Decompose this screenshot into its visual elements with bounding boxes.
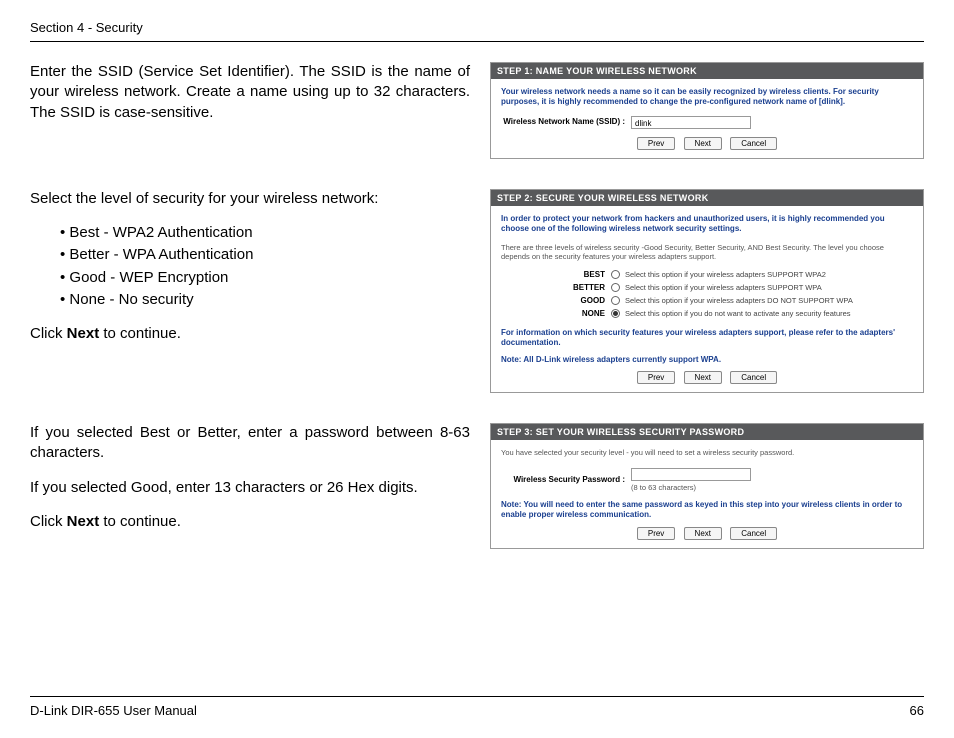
ssid-instruction: Enter the SSID (Service Set Identifier).… [30, 62, 470, 123]
option-none-desc: Select this option if you do not want to… [625, 309, 913, 318]
next-button[interactable]: Next [684, 137, 722, 150]
step3-title: STEP 3: SET YOUR WIRELESS SECURITY PASSW… [491, 424, 923, 440]
click-next-text: Click Next to continue. [30, 324, 470, 344]
step2-footer2: Note: All D-Link wireless adapters curre… [501, 355, 913, 365]
option-none-label: NONE [561, 309, 611, 318]
password-label: Wireless Security Password : [501, 476, 631, 485]
option-best-label: BEST [561, 270, 611, 279]
block-1: Enter the SSID (Service Set Identifier).… [30, 62, 924, 159]
security-options: BEST Select this option if your wireless… [561, 270, 913, 318]
step2-intro2: There are three levels of wireless secur… [501, 243, 913, 263]
next-button[interactable]: Next [684, 527, 722, 540]
list-item: Best - WPA2 Authentication [60, 223, 470, 243]
option-good-label: GOOD [561, 296, 611, 305]
list-item: Better - WPA Authentication [60, 245, 470, 265]
step2-intro1: In order to protect your network from ha… [501, 214, 913, 235]
option-good-desc: Select this option if your wireless adap… [625, 296, 913, 305]
step3-panel: STEP 3: SET YOUR WIRELESS SECURITY PASSW… [490, 423, 924, 549]
password-input[interactable] [631, 468, 751, 481]
prev-button[interactable]: Prev [637, 527, 675, 540]
section-header: Section 4 - Security [30, 20, 924, 42]
step2-footer1: For information on which security featur… [501, 328, 913, 349]
ssid-input[interactable]: dlink [631, 116, 751, 129]
option-better-radio[interactable] [611, 283, 620, 292]
cancel-button[interactable]: Cancel [730, 527, 777, 540]
block-3: If you selected Best or Better, enter a … [30, 423, 924, 549]
step1-intro: Your wireless network needs a name so it… [501, 87, 913, 108]
footer-page-number: 66 [910, 703, 924, 718]
password-hint: (8 to 63 characters) [631, 483, 751, 492]
step1-title: STEP 1: NAME YOUR WIRELESS NETWORK [491, 63, 923, 79]
password-instruction1: If you selected Best or Better, enter a … [30, 423, 470, 464]
footer-left: D-Link DIR-655 User Manual [30, 703, 197, 718]
click-next-text: Click Next to continue. [30, 512, 470, 532]
security-levels-list: Best - WPA2 Authentication Better - WPA … [60, 223, 470, 310]
step3-intro: You have selected your security level - … [501, 448, 913, 458]
page-footer: D-Link DIR-655 User Manual 66 [30, 696, 924, 718]
cancel-button[interactable]: Cancel [730, 137, 777, 150]
ssid-label: Wireless Network Name (SSID) : [501, 118, 631, 127]
security-instruction: Select the level of security for your wi… [30, 189, 470, 209]
prev-button[interactable]: Prev [637, 371, 675, 384]
list-item: None - No security [60, 290, 470, 310]
next-button[interactable]: Next [684, 371, 722, 384]
option-none-radio[interactable] [611, 309, 620, 318]
block-2: Select the level of security for your wi… [30, 189, 924, 393]
step1-panel: STEP 1: NAME YOUR WIRELESS NETWORK Your … [490, 62, 924, 159]
list-item: Good - WEP Encryption [60, 268, 470, 288]
cancel-button[interactable]: Cancel [730, 371, 777, 384]
option-good-radio[interactable] [611, 296, 620, 305]
password-instruction2: If you selected Good, enter 13 character… [30, 478, 470, 498]
option-better-label: BETTER [561, 283, 611, 292]
option-better-desc: Select this option if your wireless adap… [625, 283, 913, 292]
prev-button[interactable]: Prev [637, 137, 675, 150]
step2-title: STEP 2: SECURE YOUR WIRELESS NETWORK [491, 190, 923, 206]
option-best-desc: Select this option if your wireless adap… [625, 270, 913, 279]
option-best-radio[interactable] [611, 270, 620, 279]
step3-note: Note: You will need to enter the same pa… [501, 500, 913, 521]
step2-panel: STEP 2: SECURE YOUR WIRELESS NETWORK In … [490, 189, 924, 393]
